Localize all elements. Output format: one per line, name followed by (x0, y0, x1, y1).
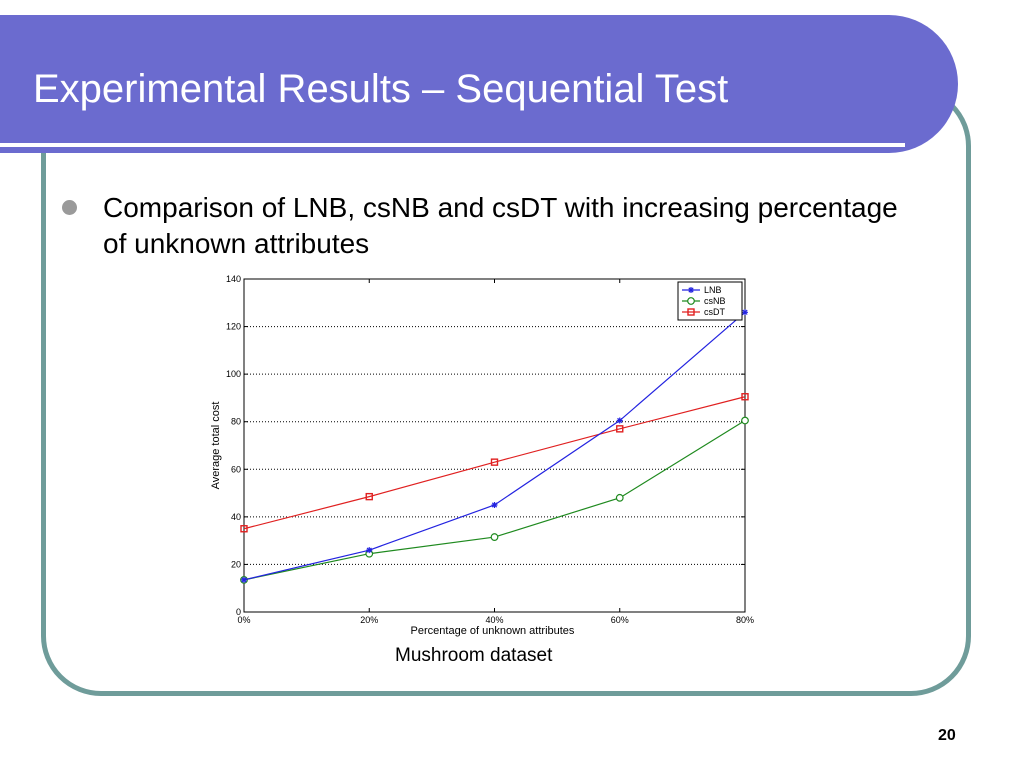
x-axis-label: Percentage of unknown attributes (411, 625, 575, 637)
tick-layer: 0 20 40 60 80 100 120 140 0% 20% 40% 60% 80% (226, 274, 754, 625)
data-point-csdt (741, 393, 749, 401)
series-line-csdt (243, 396, 746, 530)
y-tick-label: 120 (226, 322, 241, 332)
legend-marker-csdt (687, 308, 695, 316)
y-tick-label: 140 (226, 274, 241, 284)
data-point-lnb (241, 576, 247, 583)
y-tick-label: 80 (231, 417, 241, 427)
y-tick-label: 100 (226, 369, 241, 379)
data-point-lnb (491, 501, 498, 508)
data-point-lnb (616, 417, 623, 424)
x-tick-label: 60% (611, 615, 629, 625)
data-point-csdt (240, 525, 248, 533)
page-number: 20 (938, 727, 956, 744)
y-tick-label: 60 (231, 464, 241, 474)
x-tick-label: 20% (360, 615, 378, 625)
y-tick-label: 20 (231, 559, 241, 569)
legend-label-csnb: csNB (704, 296, 726, 306)
series-csdt (240, 393, 749, 533)
y-tick-label: 0 (236, 607, 241, 617)
series-csnb (240, 416, 749, 584)
y-tick-label: 40 (231, 512, 241, 522)
legend-label-lnb: LNB (704, 285, 722, 295)
data-point-csdt (616, 425, 624, 433)
x-tick-label: 40% (485, 615, 503, 625)
x-tick-label: 80% (736, 615, 754, 625)
series-layer (240, 309, 749, 584)
slide-frame (41, 86, 971, 696)
data-point-csnb (490, 533, 499, 541)
title-underline (0, 143, 905, 147)
data-point-lnb (366, 547, 373, 554)
legend-item-lnb: LNB (682, 285, 722, 295)
series-lnb (241, 309, 748, 583)
legend-label-csdt: csDT (704, 307, 725, 317)
chart-caption: Mushroom dataset (395, 645, 553, 666)
y-axis-label: Average total cost (210, 402, 222, 490)
data-point-lnb (742, 309, 748, 316)
bullet-text: Comparison of LNB, csNB and csDT with in… (103, 192, 898, 259)
legend-marker-lnb (688, 287, 694, 293)
x-tick-label: 0% (237, 615, 250, 625)
data-point-csdt (490, 458, 499, 466)
grid-layer (244, 326, 745, 565)
data-point-csnb (741, 416, 749, 425)
line-chart: 0 20 40 60 80 100 120 140 0% 20% 40% 60% 80% Average… (210, 274, 754, 637)
data-point-csdt (365, 492, 373, 501)
slide-title: Experimental Results – Sequential Test (33, 67, 729, 111)
title-bar: Experimental Results – Sequential Test (0, 15, 958, 153)
legend-item-csdt: csDT (682, 307, 725, 317)
data-point-csnb (615, 493, 624, 502)
bullet-icon (62, 200, 77, 215)
series-line-csnb (243, 420, 746, 581)
legend-marker-csnb (687, 297, 695, 305)
legend-item-csnb: csNB (682, 296, 726, 306)
